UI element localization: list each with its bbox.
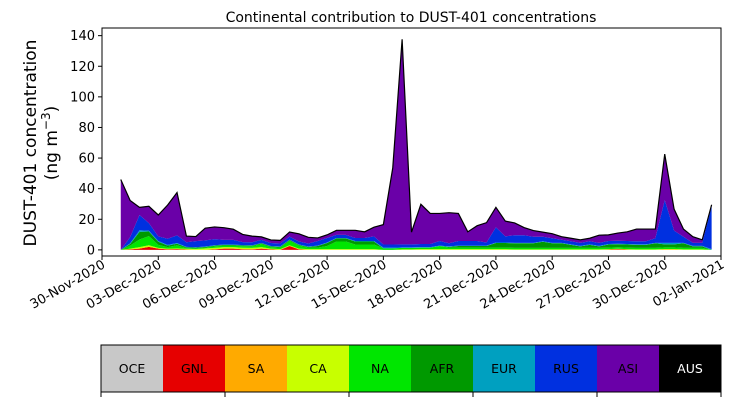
legend-label-na: NA bbox=[371, 361, 389, 376]
legend-label-gnl: GNL bbox=[181, 361, 207, 376]
legend-label-eur: EUR bbox=[491, 361, 517, 376]
legend-frame bbox=[100, 344, 722, 393]
legend-swatch-sa bbox=[225, 345, 288, 392]
y-axis-label-unit-superscript: −3 bbox=[39, 112, 53, 130]
y-axis-label-unit-suffix: ) bbox=[42, 106, 62, 113]
legend-swatch-rus bbox=[535, 345, 598, 392]
legend-label-afr: AFR bbox=[430, 361, 455, 376]
series-area-aus bbox=[120, 39, 712, 241]
legend-swatch-na bbox=[349, 345, 412, 392]
y-axis-label-line2: (ng m−3) bbox=[39, 106, 62, 181]
series-area-afr bbox=[120, 231, 712, 250]
legend-swatch-ca bbox=[287, 345, 350, 392]
y-tick-label: 80 bbox=[78, 121, 95, 136]
legend-swatch-oce bbox=[101, 345, 164, 392]
plot-frame bbox=[101, 27, 722, 257]
legend-swatch-asi bbox=[597, 345, 660, 392]
legend-label-aus: AUS bbox=[677, 361, 703, 376]
legend-swatch-eur bbox=[473, 345, 536, 392]
y-tick-label: 140 bbox=[70, 29, 95, 44]
y-axis-label-unit-prefix: (ng m bbox=[42, 130, 62, 180]
y-axis-label-line1: DUST-401 concentration bbox=[21, 40, 41, 247]
series-area-na bbox=[120, 236, 712, 250]
y-tick-label: 100 bbox=[70, 90, 95, 105]
legend-label-asi: ASI bbox=[618, 361, 638, 376]
chart-title: Continental contribution to DUST-401 con… bbox=[226, 10, 597, 26]
y-tick-label: 0 bbox=[87, 243, 95, 258]
y-axis: 0 20 40 60 80 100 120 140 bbox=[70, 29, 102, 258]
y-tick-label: 120 bbox=[70, 60, 95, 75]
legend-swatch-gnl bbox=[163, 345, 226, 392]
series-area-ca bbox=[120, 245, 712, 250]
stacked-areas bbox=[120, 39, 713, 250]
legend-swatch-aus bbox=[659, 345, 722, 392]
y-tick-label: 40 bbox=[78, 182, 95, 197]
x-axis: 30-Nov-202003-Dec-202006-Dec-202009-Dec-… bbox=[28, 256, 727, 313]
series-area-asi bbox=[120, 39, 712, 250]
y-tick-label: 20 bbox=[78, 213, 95, 228]
legend-label-ca: CA bbox=[309, 361, 327, 376]
y-axis-label: DUST-401 concentration (ng m−3) bbox=[21, 40, 62, 247]
total-outline bbox=[120, 39, 713, 242]
legend: OCE GNL SA CA NA AFR EUR RUS ASI AUS bbox=[100, 344, 722, 397]
legend-label-oce: OCE bbox=[119, 361, 146, 376]
legend-label-sa: SA bbox=[248, 361, 265, 376]
y-tick-label: 60 bbox=[78, 152, 95, 167]
legend-label-rus: RUS bbox=[553, 361, 579, 376]
legend-swatch-afr bbox=[411, 345, 474, 392]
series-area-gnl bbox=[120, 246, 712, 250]
